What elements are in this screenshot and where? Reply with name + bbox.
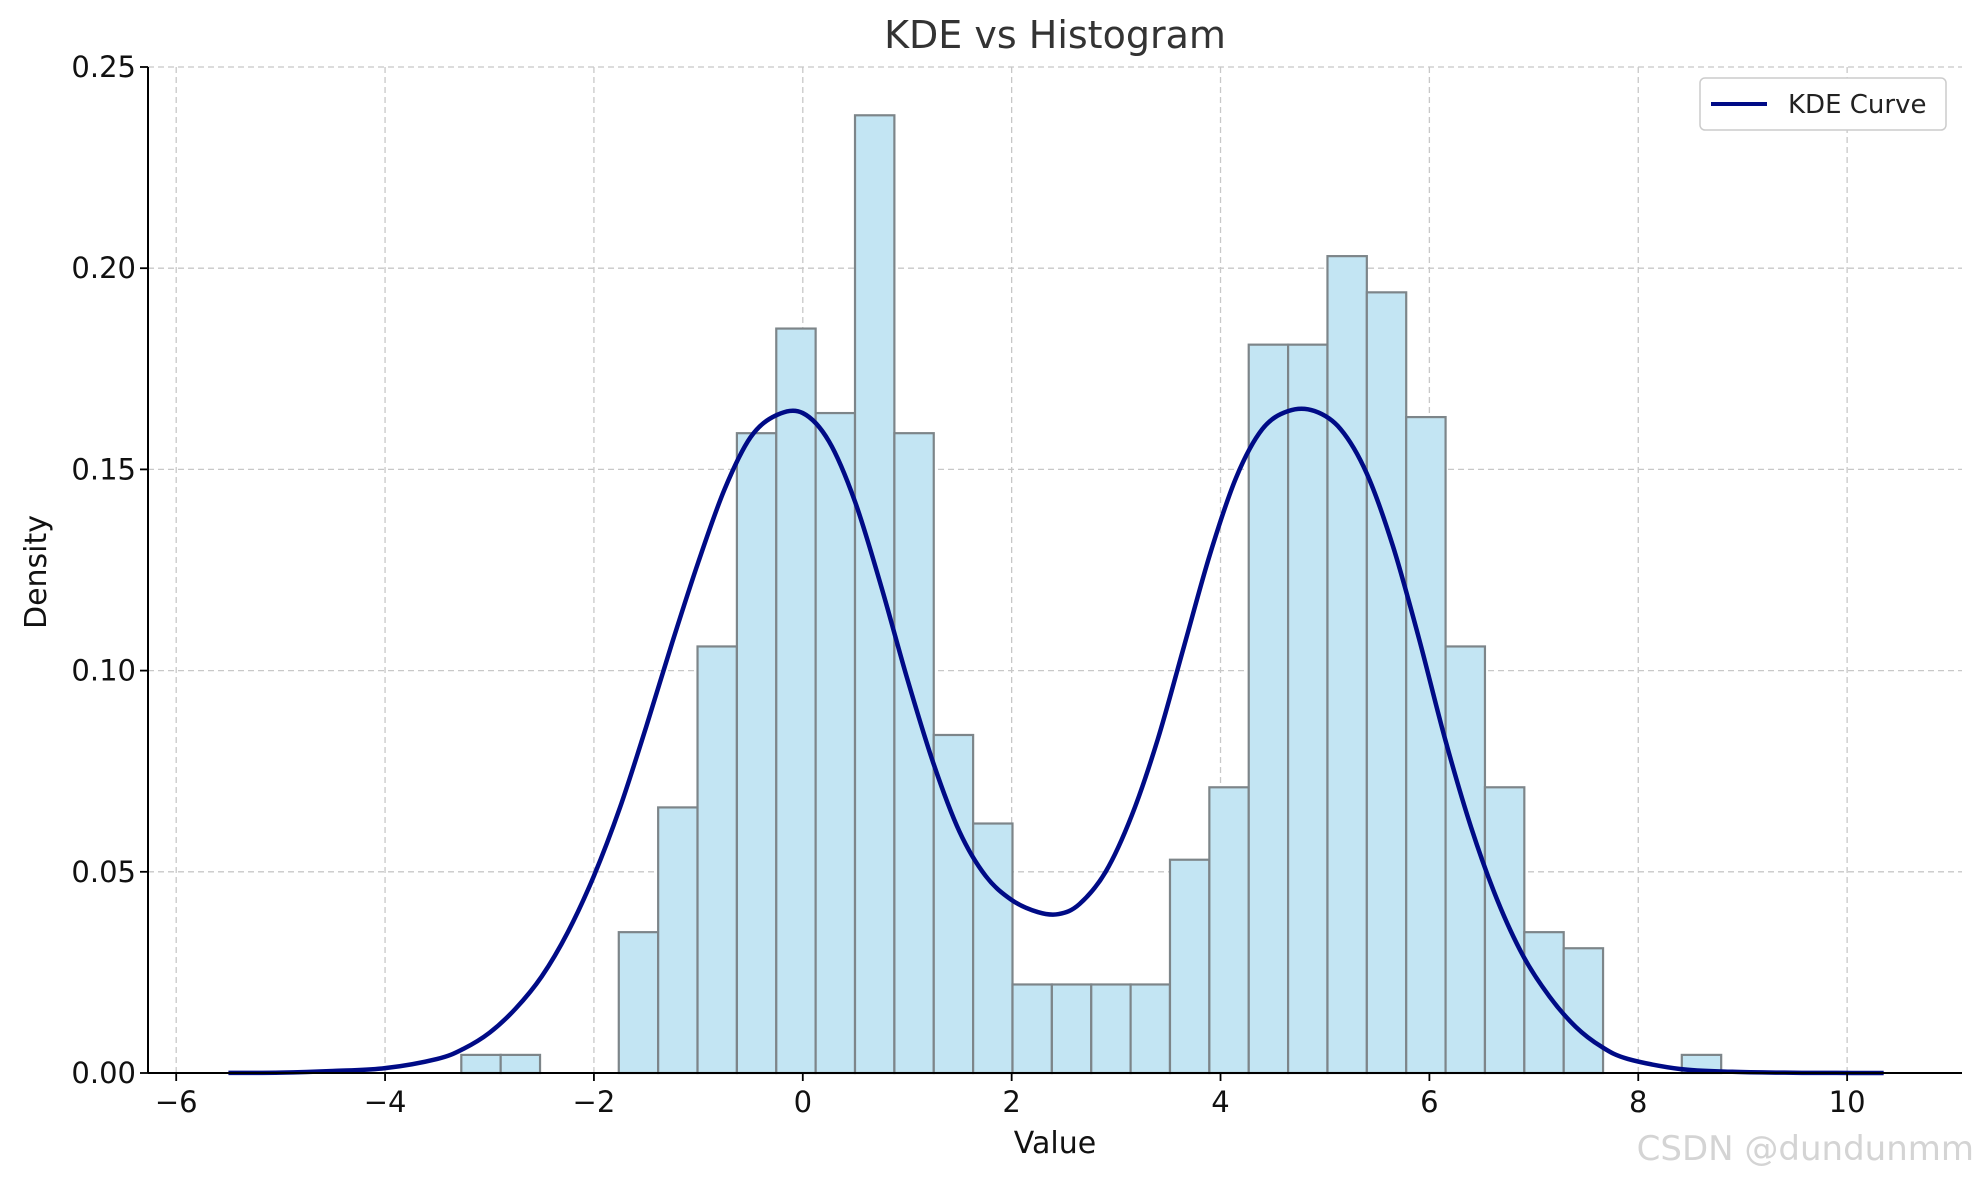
x-axis-label: Value: [1014, 1126, 1096, 1161]
x-tick-label: 10: [1829, 1085, 1866, 1119]
legend-kde-label: KDE Curve: [1788, 90, 1926, 120]
x-tick-label: 4: [1211, 1085, 1229, 1119]
kde-curve-line: [228, 406, 1884, 1076]
histogram-bar: [499, 1053, 542, 1075]
x-tick-label: 8: [1629, 1085, 1647, 1119]
histogram-bar: [1326, 255, 1368, 1075]
histogram-bar: [1129, 983, 1172, 1075]
histogram-bar: [657, 806, 699, 1075]
y-axis-label: Density: [19, 515, 54, 629]
histogram-bar: [972, 822, 1014, 1075]
legend: KDE Curve: [1699, 77, 1947, 131]
histogram-bar: [1523, 931, 1565, 1075]
histogram-bar: [1405, 415, 1447, 1075]
histogram-bar: [735, 432, 778, 1075]
y-tick-label: 0.25: [71, 50, 136, 84]
histogram-bar: [1168, 858, 1211, 1075]
histogram-bar: [1562, 947, 1605, 1075]
histogram-bar: [617, 931, 660, 1075]
y-tick-label: 0.10: [71, 654, 136, 688]
histogram-bar: [1365, 291, 1408, 1075]
histogram-bar: [1483, 786, 1526, 1075]
axes: [147, 67, 1962, 1074]
histogram-bar: [1090, 983, 1132, 1075]
histogram-bar: [1011, 983, 1053, 1075]
histogram-bar: [775, 327, 817, 1075]
histogram-bars: [460, 114, 1723, 1075]
histogram-bar: [814, 411, 857, 1075]
chart-title: KDE vs Histogram: [884, 13, 1226, 57]
histogram-bar: [1050, 983, 1093, 1075]
y-tick-label: 0.15: [71, 452, 136, 486]
x-tick-label: −2: [573, 1085, 616, 1119]
histogram-bar: [1444, 645, 1487, 1075]
legend-box: [1699, 77, 1947, 131]
histogram-bar: [696, 645, 738, 1075]
histogram-bar: [853, 114, 896, 1075]
x-tick-label: −6: [155, 1085, 198, 1119]
y-tick-label: 0.00: [71, 1056, 136, 1090]
y-tick-label: 0.20: [71, 251, 136, 285]
y-tick-labels: 0.00 0.05 0.10 0.15 0.20 0.25: [71, 50, 148, 1090]
x-tick-label: 6: [1420, 1085, 1438, 1119]
histogram-bar: [893, 432, 935, 1075]
histogram-bar: [1208, 786, 1250, 1075]
y-tick-label: 0.05: [71, 855, 136, 889]
x-tick-label: −4: [364, 1085, 407, 1119]
x-tick-label: 0: [794, 1085, 812, 1119]
histogram-bar: [460, 1053, 502, 1075]
x-tick-label: 2: [1002, 1085, 1020, 1119]
x-tick-labels: −6 −4 −2 0 2 4 6 8 10: [155, 1073, 1866, 1119]
histogram-bar: [1247, 343, 1290, 1075]
kde-curve-layer: [228, 406, 1884, 1076]
histogram-bar: [1286, 343, 1329, 1075]
watermark: CSDN @dundunmm: [1637, 1129, 1974, 1169]
